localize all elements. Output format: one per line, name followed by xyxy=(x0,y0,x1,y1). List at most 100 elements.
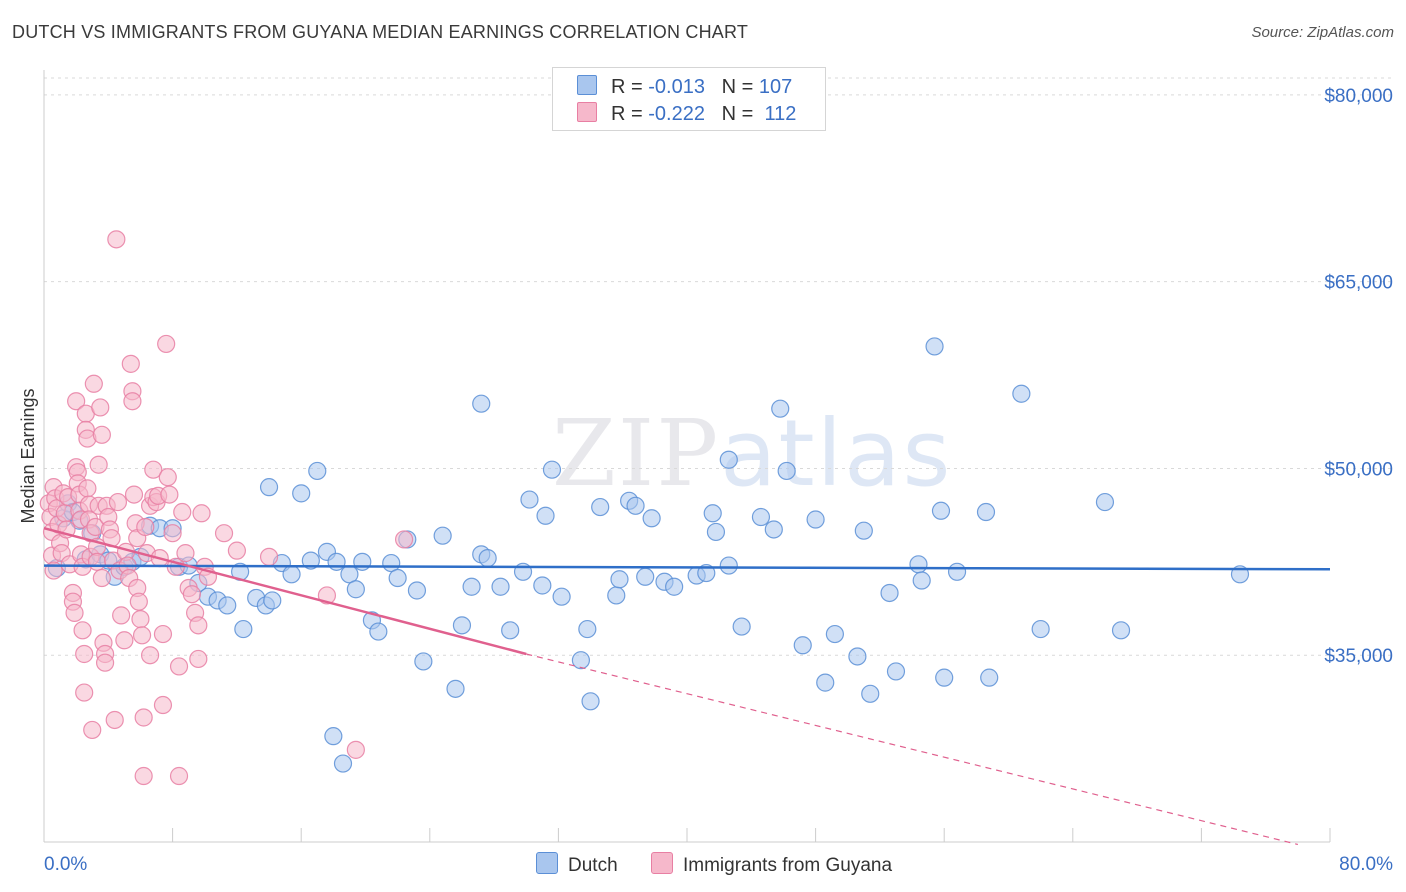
guyana-r-value: -0.222 xyxy=(648,103,705,125)
guyana-point xyxy=(75,644,94,664)
legend-dutch-label: Dutch xyxy=(568,855,618,876)
dutch-point xyxy=(861,684,880,703)
y-tick-label: $80,000 xyxy=(1324,86,1393,107)
guyana-point xyxy=(67,392,86,411)
dutch-point xyxy=(1095,492,1115,512)
guyana-point xyxy=(134,708,153,727)
guyana-point xyxy=(121,354,140,373)
guyana-point xyxy=(173,502,192,522)
dutch-point xyxy=(1111,621,1131,640)
dutch-point xyxy=(1012,384,1031,403)
guyana-point xyxy=(136,517,155,537)
guyana-point xyxy=(160,485,179,504)
dutch-point xyxy=(732,617,751,636)
dutch-point xyxy=(886,662,906,681)
dutch-r-value: -0.013 xyxy=(648,76,705,98)
dutch-point xyxy=(848,647,867,666)
guyana-point xyxy=(192,504,211,523)
dutch-point xyxy=(816,673,835,692)
dutch-point xyxy=(353,552,372,571)
guyana-point xyxy=(115,631,134,650)
guyana-point xyxy=(158,468,177,487)
guyana-point xyxy=(107,230,126,249)
dutch-point xyxy=(665,577,684,596)
dutch-point xyxy=(542,460,562,479)
guyana-point xyxy=(182,585,201,604)
dutch-point xyxy=(552,587,571,606)
guyana-point xyxy=(140,646,160,665)
dutch-point xyxy=(520,490,539,509)
dutch-point xyxy=(218,596,237,615)
dutch-point xyxy=(414,652,433,671)
legend-guyana-swatch xyxy=(651,852,673,874)
dutch-point xyxy=(282,565,301,584)
guyana-point xyxy=(169,657,189,676)
y-tick-label: $65,000 xyxy=(1324,273,1393,294)
dutch-r-label: R = xyxy=(611,76,643,98)
dutch-point xyxy=(909,555,928,574)
dutch-point xyxy=(976,502,996,522)
guyana-point xyxy=(105,710,124,730)
dutch-point xyxy=(581,692,600,711)
guyana-point xyxy=(75,683,94,702)
dutch-point xyxy=(388,568,407,588)
dutch-point xyxy=(610,570,629,589)
guyana-point xyxy=(131,610,150,629)
guyana-point xyxy=(129,592,148,611)
dutch-point xyxy=(980,668,999,687)
y-axis-label: Median Earnings xyxy=(18,388,38,523)
guyana-point xyxy=(108,492,128,512)
dutch-point xyxy=(925,337,944,356)
x-tick-label: 0.0% xyxy=(44,854,87,875)
dutch-trend-line xyxy=(43,564,1331,571)
dutch-point xyxy=(446,679,465,698)
guyana-point xyxy=(83,720,102,740)
guyana-point xyxy=(346,740,365,759)
x-tick-label: 80.0% xyxy=(1339,854,1393,875)
dutch-point xyxy=(607,586,626,605)
dutch-point xyxy=(407,581,427,600)
dutch-point xyxy=(292,484,311,503)
dutch-point xyxy=(880,583,899,603)
guyana-point xyxy=(176,544,195,563)
dutch-point xyxy=(825,624,844,644)
guyana-point xyxy=(157,334,176,354)
guyana-r-label: R = xyxy=(611,103,643,125)
guyana-point xyxy=(92,425,111,444)
guyana-point xyxy=(394,530,414,549)
guyana-point xyxy=(112,606,131,625)
guyana-point xyxy=(134,766,153,786)
dutch-point xyxy=(327,552,346,571)
dutch-point xyxy=(777,461,796,481)
legend-dutch-swatch xyxy=(536,852,558,874)
guyana-point xyxy=(153,624,173,644)
dutch-point xyxy=(935,668,954,687)
dutch-point xyxy=(571,651,591,670)
dutch-point xyxy=(591,497,610,517)
dutch-point xyxy=(501,621,520,640)
guyana-n-value: 112 xyxy=(764,103,797,125)
dutch-point xyxy=(771,399,790,418)
guyana-point xyxy=(169,766,189,786)
dutch-point xyxy=(536,506,555,525)
dutch-point xyxy=(259,478,279,497)
y-tick-label: $50,000 xyxy=(1324,459,1393,480)
y-tick-label: $35,000 xyxy=(1324,646,1393,667)
guyana-point xyxy=(123,392,142,411)
guyana-trend-line xyxy=(526,653,1298,846)
guyana-point xyxy=(227,541,246,560)
dutch-point xyxy=(947,562,967,581)
dutch-point xyxy=(719,556,738,575)
dutch-point xyxy=(308,461,327,481)
chart-title: DUTCH VS IMMIGRANTS FROM GUYANA MEDIAN E… xyxy=(12,22,749,42)
guyana-point xyxy=(87,552,107,571)
legend-row-guyana: R = -0.222 N = 112 xyxy=(577,102,796,126)
guyana-point xyxy=(95,653,115,672)
guyana-point xyxy=(89,455,108,474)
dutch-swatch xyxy=(577,75,597,95)
guyana-point xyxy=(78,479,97,498)
dutch-point xyxy=(793,636,812,655)
guyana-point xyxy=(259,547,279,566)
guyana-point xyxy=(153,695,173,715)
dutch-point xyxy=(234,619,253,639)
